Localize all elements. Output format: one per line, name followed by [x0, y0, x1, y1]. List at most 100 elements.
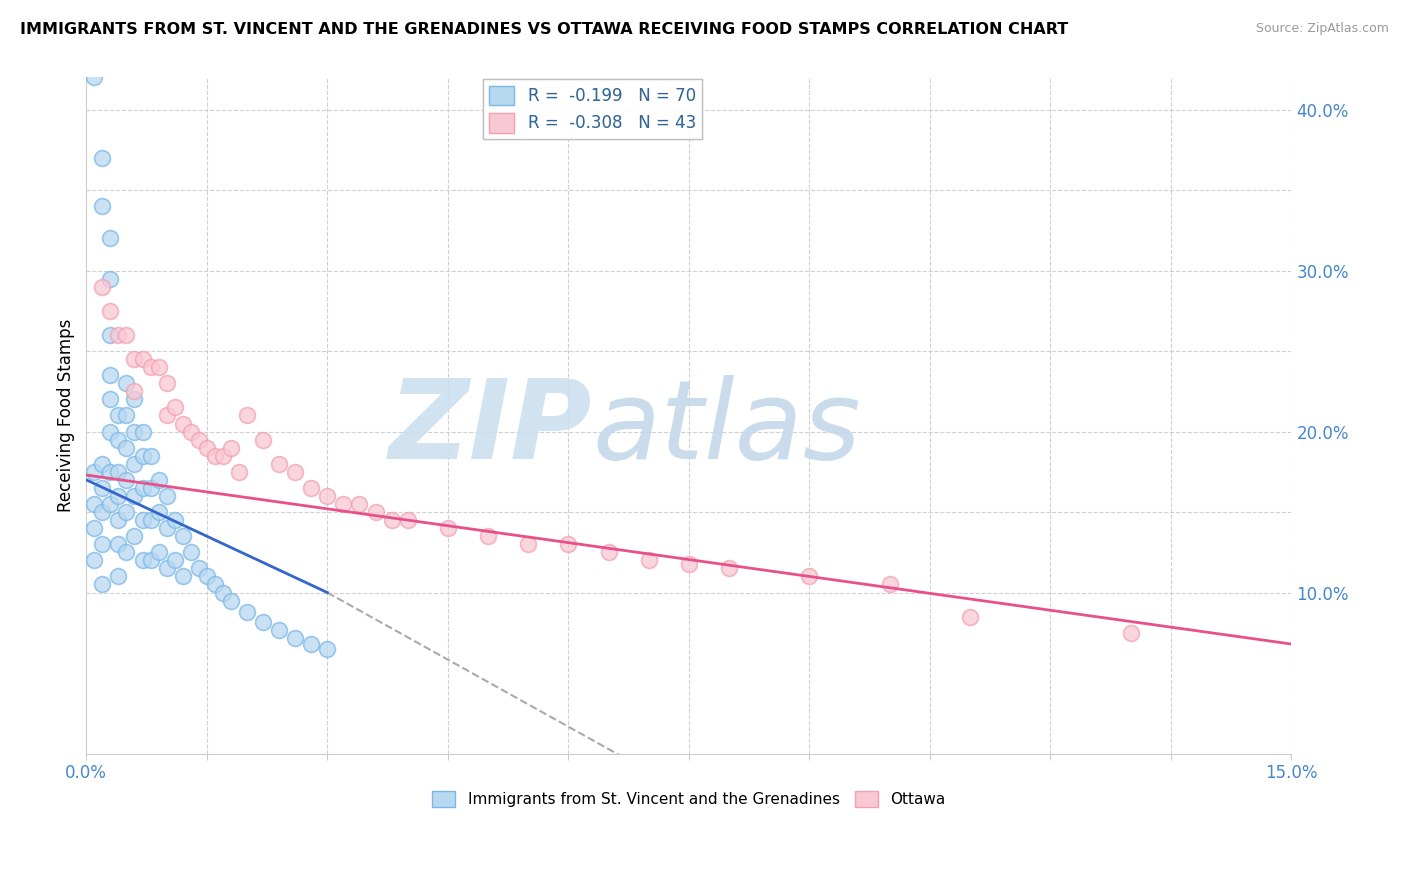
Point [148, 360, 170, 375]
Point [1119, 625, 1142, 640]
Point [381, 513, 404, 527]
Point [163, 401, 186, 415]
Point [252, 433, 274, 447]
Point [107, 465, 129, 479]
Point [236, 409, 259, 423]
Point [131, 553, 153, 567]
Point [100, 303, 122, 318]
Point [115, 473, 138, 487]
Point [139, 360, 162, 375]
Point [219, 593, 242, 607]
Point [124, 352, 146, 367]
Point [364, 505, 387, 519]
Point [637, 553, 659, 567]
Point [156, 376, 179, 391]
Point [131, 449, 153, 463]
Point [124, 529, 146, 543]
Point [180, 545, 202, 559]
Point [83, 497, 105, 511]
Point [115, 545, 138, 559]
Point [131, 352, 153, 367]
Point [396, 513, 419, 527]
Point [83, 553, 105, 567]
Point [115, 505, 138, 519]
Y-axis label: Receiving Food Stamps: Receiving Food Stamps [58, 318, 75, 512]
Point [115, 409, 138, 423]
Text: IMMIGRANTS FROM ST. VINCENT AND THE GRENADINES VS OTTAWA RECEIVING FOOD STAMPS C: IMMIGRANTS FROM ST. VINCENT AND THE GREN… [20, 22, 1069, 37]
Point [91, 151, 114, 165]
Point [557, 537, 579, 551]
Point [131, 425, 153, 439]
Point [204, 449, 226, 463]
Point [100, 328, 122, 343]
Point [107, 433, 129, 447]
Point [163, 513, 186, 527]
Point [156, 521, 179, 535]
Point [124, 425, 146, 439]
Point [107, 569, 129, 583]
Legend: Immigrants from St. Vincent and the Grenadines, Ottawa: Immigrants from St. Vincent and the Gren… [426, 785, 952, 814]
Point [91, 199, 114, 213]
Point [148, 473, 170, 487]
Point [131, 481, 153, 495]
Point [799, 569, 821, 583]
Text: atlas: atlas [592, 376, 860, 483]
Point [100, 231, 122, 245]
Point [172, 417, 194, 431]
Point [100, 392, 122, 407]
Point [228, 465, 250, 479]
Point [100, 465, 122, 479]
Point [156, 489, 179, 503]
Point [148, 505, 170, 519]
Point [156, 561, 179, 575]
Point [124, 489, 146, 503]
Point [91, 577, 114, 591]
Point [959, 609, 981, 624]
Point [269, 623, 291, 637]
Point [156, 409, 179, 423]
Point [107, 537, 129, 551]
Point [124, 392, 146, 407]
Point [477, 529, 499, 543]
Point [100, 425, 122, 439]
Point [107, 328, 129, 343]
Point [236, 605, 259, 619]
Point [316, 641, 339, 656]
Point [204, 577, 226, 591]
Point [107, 513, 129, 527]
Point [172, 529, 194, 543]
Point [195, 441, 218, 455]
Point [284, 631, 307, 645]
Point [284, 465, 307, 479]
Point [115, 376, 138, 391]
Point [83, 521, 105, 535]
Point [100, 368, 122, 383]
Point [107, 489, 129, 503]
Point [115, 328, 138, 343]
Point [349, 497, 371, 511]
Point [139, 481, 162, 495]
Point [269, 457, 291, 471]
Point [219, 441, 242, 455]
Point [107, 409, 129, 423]
Point [332, 497, 354, 511]
Point [517, 537, 540, 551]
Point [148, 545, 170, 559]
Point [316, 489, 339, 503]
Point [91, 279, 114, 293]
Point [718, 561, 741, 575]
Text: ZIP: ZIP [389, 376, 592, 483]
Point [299, 481, 322, 495]
Point [598, 545, 620, 559]
Point [879, 577, 901, 591]
Text: Source: ZipAtlas.com: Source: ZipAtlas.com [1256, 22, 1389, 36]
Point [678, 557, 700, 571]
Point [91, 457, 114, 471]
Point [187, 433, 209, 447]
Point [83, 465, 105, 479]
Point [115, 441, 138, 455]
Point [139, 449, 162, 463]
Point [100, 271, 122, 285]
Point [91, 481, 114, 495]
Point [172, 569, 194, 583]
